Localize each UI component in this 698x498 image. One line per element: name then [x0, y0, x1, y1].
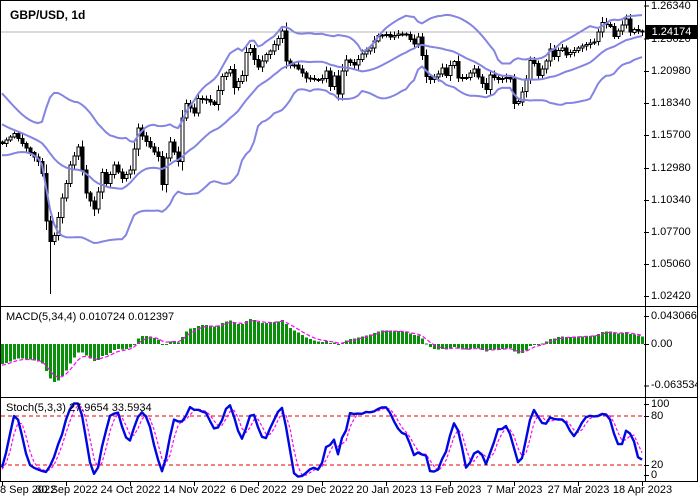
date-axis-tick-label: 7 Mar 2023: [486, 484, 543, 496]
date-axis-tick-label: 13 Feb 2023: [419, 484, 482, 496]
stoch-k: [0, 402, 643, 478]
bollinger-upper-band: [1, 13, 643, 143]
price-axis-tick-label: 1.20980: [651, 64, 691, 77]
macd-signal-line: [1, 320, 643, 378]
price-axis-tick-label: 1.07700: [651, 225, 691, 238]
date-axis-tick-label: 30 Sep 2022: [35, 484, 98, 496]
stoch-axis-tick-label: 100: [651, 398, 670, 410]
date-axis-tick-label: 20 Jan 2023: [356, 484, 417, 496]
price-axis-tick-label: 1.05060: [651, 257, 691, 270]
date-axis-tick-label: 8 Sep 2022: [0, 484, 57, 496]
current-price-tag: 1.24174: [646, 25, 697, 39]
macd-histogram: [1, 319, 644, 382]
price-axis-tick-label: 1.12980: [651, 161, 691, 174]
stoch-k-line: [0, 402, 643, 478]
axis-ticks: [2, 5, 649, 486]
stoch-axis-tick-label: 80: [651, 410, 664, 423]
price-axis-tick-label: 1.10340: [651, 193, 691, 206]
macd-axis-tick-label: 0.00: [651, 338, 673, 350]
stoch-indicator-label: Stoch(5,3,3) 27.9654 33.5934: [6, 402, 152, 414]
current-price-value: 1.24174: [651, 26, 692, 38]
candlesticks: [0, 14, 645, 294]
macd-indicator-label: MACD(5,34,4) 0.010724 0.012397: [6, 311, 175, 323]
date-axis-tick-label: 27 Mar 2023: [547, 484, 610, 496]
date-axis-tick-label: 29 Dec 2022: [291, 484, 354, 496]
bollinger-lower-band: [1, 56, 643, 244]
price-axis-tick-label: 1.02420: [651, 290, 691, 302]
price-axis-tick-label: 1.15700: [651, 128, 691, 141]
macd-signal: [1, 320, 643, 378]
bollinger-middle-band: [1, 35, 643, 190]
bollinger-bands: [1, 13, 643, 244]
price-axis-tick-label: 1.18340: [651, 96, 691, 109]
macd-axis-tick-label: -0.063534: [651, 379, 698, 392]
date-axis-tick-label: 6 Dec 2022: [230, 484, 287, 496]
stoch-axis-tick-label: 20: [651, 458, 664, 471]
price-axis-tick-label: 1.26340: [651, 0, 691, 12]
date-axis-tick-label: 18 Apr 2023: [612, 484, 673, 496]
date-axis-tick-label: 24 Oct 2022: [100, 484, 161, 496]
symbol-title: GBP/USD, 1d: [10, 8, 86, 22]
date-axis-tick-label: 14 Nov 2022: [163, 484, 226, 496]
stoch-axis-tick-label: 0: [651, 469, 658, 481]
macd-axis-tick-label: 0.043066: [651, 310, 697, 322]
